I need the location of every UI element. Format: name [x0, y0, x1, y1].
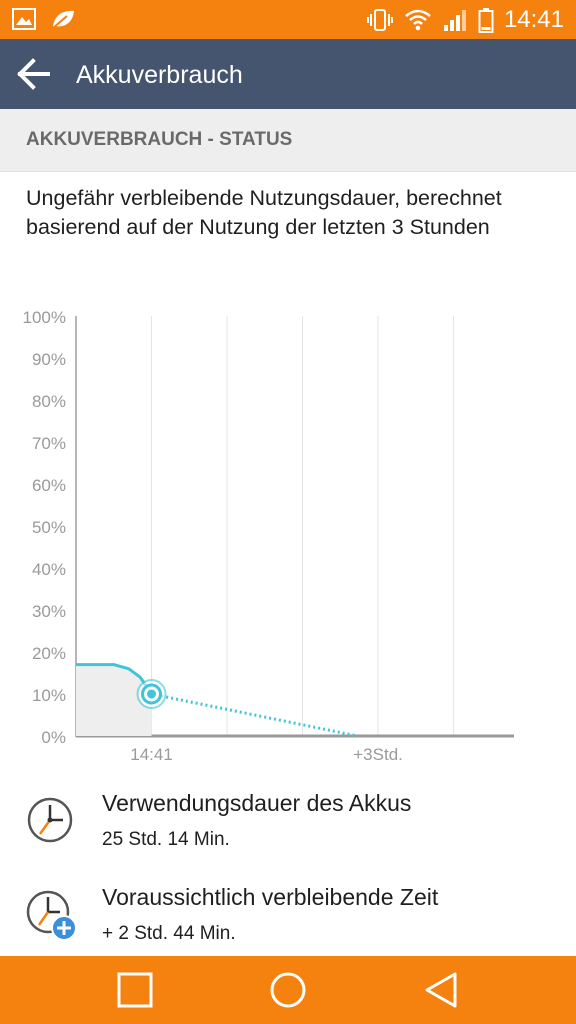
- usage-time-value: 25 Std. 14 Min.: [102, 829, 230, 850]
- x-tick-label: 14:41: [130, 745, 173, 764]
- y-tick-label: 70%: [32, 434, 66, 453]
- y-tick-label: 100%: [23, 308, 66, 327]
- navigation-bar: [0, 956, 576, 1024]
- gallery-icon: [12, 8, 36, 30]
- arrow-back-icon[interactable]: [16, 57, 52, 91]
- y-tick-label: 0%: [41, 728, 66, 747]
- signal-icon: [443, 9, 466, 31]
- app-bar: Akkuverbrauch: [0, 39, 576, 109]
- y-tick-label: 80%: [32, 392, 66, 411]
- history-area: [76, 664, 152, 736]
- y-tick-label: 50%: [32, 518, 66, 537]
- y-tick-label: 20%: [32, 644, 66, 663]
- leaf-icon: [52, 10, 74, 29]
- remaining-time-value: + 2 Std. 44 Min.: [102, 923, 236, 944]
- info-row-remaining-time: Voraussichtlich verbleibende Zeit + 2 St…: [0, 882, 576, 968]
- y-tick-label: 40%: [32, 560, 66, 579]
- info-row-usage-time: Verwendungsdauer des Akkus 25 Std. 14 Mi…: [0, 788, 576, 874]
- clock-icon: [27, 797, 73, 843]
- wifi-icon: [405, 9, 431, 30]
- current-marker-dot: [147, 689, 157, 699]
- y-tick-label: 10%: [32, 686, 66, 705]
- remaining-time-label: Voraussichtlich verbleibende Zeit: [102, 884, 439, 910]
- recents-button[interactable]: [116, 970, 156, 1010]
- home-button[interactable]: [268, 970, 308, 1010]
- y-tick-label: 60%: [32, 476, 66, 495]
- y-tick-label: 90%: [32, 350, 66, 369]
- x-tick-label: +3Std.: [353, 745, 403, 764]
- clock-plus-icon: [26, 890, 77, 940]
- y-tick-label: 30%: [32, 602, 66, 621]
- back-button[interactable]: [420, 970, 460, 1010]
- section-header: AKKUVERBRAUCH - STATUS: [0, 109, 576, 172]
- section-header-label: AKKUVERBRAUCH - STATUS: [26, 129, 293, 150]
- vibrate-icon: [366, 8, 393, 31]
- battery-usage-chart: 100% 90% 80% 70% 60% 50% 40% 30% 20% 10% 0% 14:41 +3…: [23, 308, 514, 764]
- page-title: Akkuverbrauch: [76, 61, 243, 89]
- projection-line: [151, 692, 358, 738]
- status-bar: 14:41: [0, 0, 576, 39]
- usage-time-label: Verwendungsdauer des Akkus: [102, 790, 412, 816]
- usage-description: Ungefähr verbleibende Nutzungsdauer, ber…: [26, 186, 502, 239]
- status-time: 14:41: [503, 6, 564, 33]
- battery-icon: [478, 7, 494, 33]
